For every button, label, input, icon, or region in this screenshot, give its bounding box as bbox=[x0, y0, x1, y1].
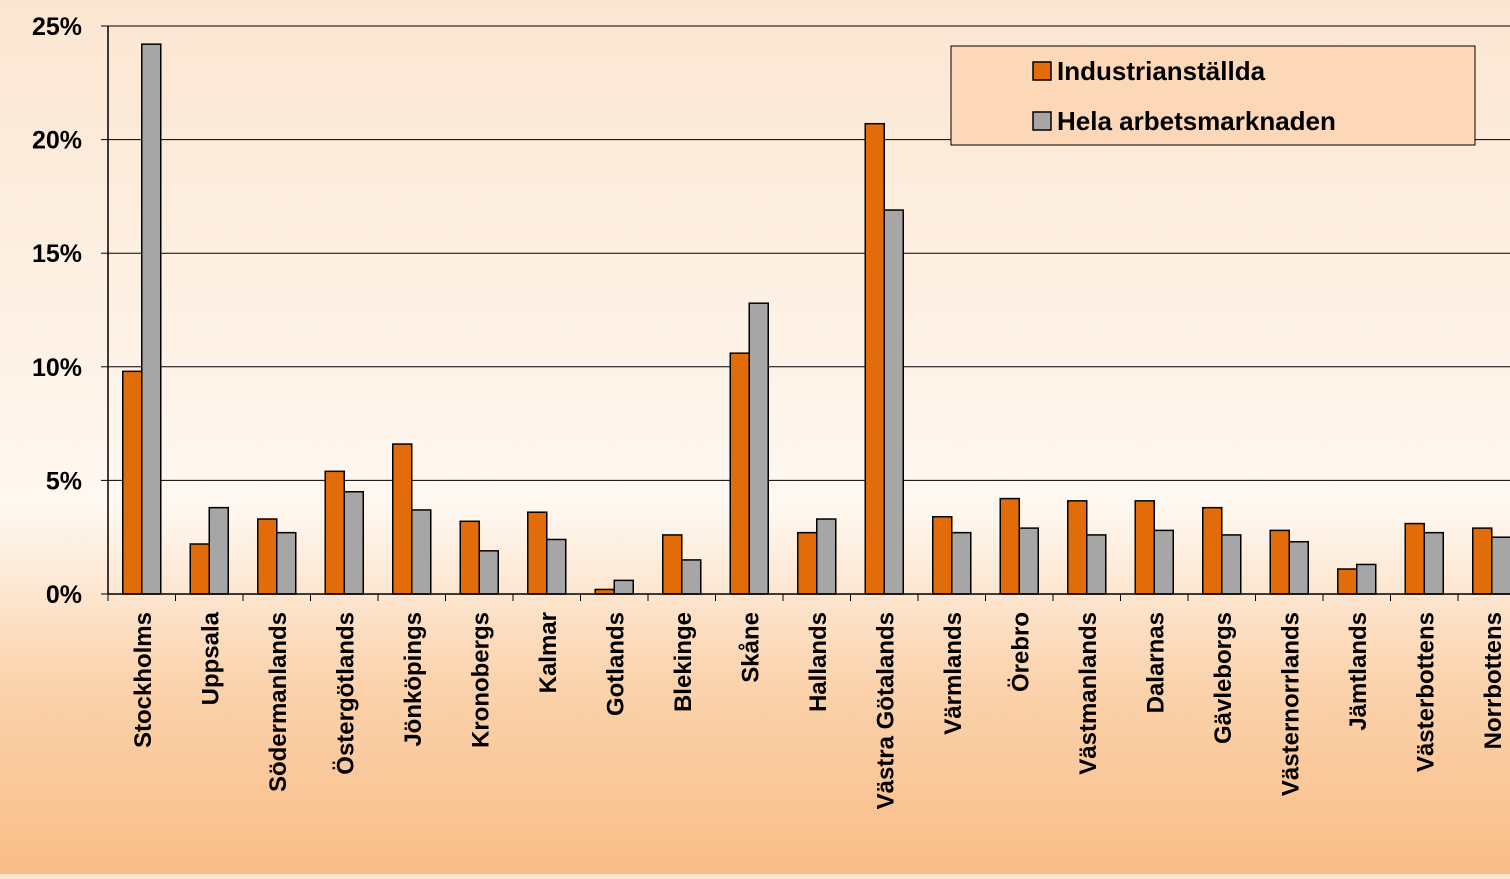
bar bbox=[932, 516, 953, 595]
bar bbox=[613, 579, 634, 595]
x-tick-label: Stockholms bbox=[130, 612, 157, 748]
bar bbox=[864, 122, 885, 595]
x-tick-label: Gotlands bbox=[602, 612, 629, 716]
bar bbox=[1269, 529, 1290, 595]
bar bbox=[1423, 531, 1444, 595]
bar bbox=[1356, 563, 1377, 595]
x-tick-label: Norrbottens bbox=[1480, 612, 1507, 749]
legend-label: Industrianställda bbox=[1057, 56, 1266, 86]
legend-swatch bbox=[1032, 61, 1052, 81]
bar bbox=[1134, 500, 1155, 595]
bar bbox=[411, 509, 432, 595]
bar bbox=[1472, 527, 1493, 595]
x-tick-label: Västerbottens bbox=[1412, 612, 1439, 772]
bar bbox=[816, 518, 837, 595]
bar bbox=[748, 302, 769, 595]
bar bbox=[1404, 522, 1425, 595]
y-tick-label: 20% bbox=[32, 127, 82, 155]
x-tick-label: Skåne bbox=[737, 612, 764, 683]
bar bbox=[208, 506, 229, 595]
bar bbox=[951, 531, 972, 595]
bar bbox=[343, 491, 364, 595]
bar bbox=[1153, 529, 1174, 595]
y-tick-label: 10% bbox=[32, 354, 82, 382]
bar bbox=[662, 534, 683, 595]
bar bbox=[999, 497, 1020, 595]
bar bbox=[546, 538, 567, 595]
bar bbox=[459, 520, 480, 595]
x-tick-label: Kalmar bbox=[535, 612, 562, 693]
bar bbox=[189, 543, 210, 595]
bar bbox=[257, 518, 278, 595]
x-tick-label: Hallands bbox=[805, 612, 832, 712]
bar bbox=[141, 43, 162, 595]
bar bbox=[122, 370, 143, 595]
bar bbox=[1086, 534, 1107, 595]
y-tick-label: 25% bbox=[32, 13, 82, 41]
bar bbox=[1202, 506, 1223, 595]
x-tick-label: Gävleborgs bbox=[1210, 612, 1237, 744]
bar bbox=[478, 550, 499, 595]
bar bbox=[681, 559, 702, 595]
y-tick-label: 5% bbox=[46, 467, 82, 495]
bar bbox=[1018, 527, 1039, 595]
x-tick-label: Örebro bbox=[1007, 612, 1034, 692]
axes bbox=[101, 25, 1510, 601]
bar bbox=[797, 531, 818, 595]
bar bbox=[1221, 534, 1242, 595]
x-tick-label: Västra Götalands bbox=[872, 612, 899, 809]
bar bbox=[883, 209, 904, 595]
legend-swatch bbox=[1032, 111, 1052, 131]
x-axis-tick-labels: Stockholms Uppsala Södermanlands Östergötla… bbox=[130, 611, 1507, 809]
bar bbox=[1288, 540, 1309, 595]
x-tick-label: Kronobergs bbox=[467, 612, 494, 748]
x-tick-label: Södermanlands bbox=[265, 612, 292, 792]
legend: Industrianställda Hela arbetsmarknaden bbox=[950, 45, 1476, 146]
legend-label: Hela arbetsmarknaden bbox=[1057, 106, 1336, 136]
y-tick-label: 0% bbox=[46, 581, 82, 609]
bar bbox=[324, 470, 345, 595]
x-tick-label: Jönköpings bbox=[400, 612, 427, 747]
x-tick-label: Västernorrlands bbox=[1277, 612, 1304, 796]
x-tick-label: Dalarnas bbox=[1142, 612, 1169, 713]
bar bbox=[527, 511, 548, 595]
bar bbox=[729, 352, 750, 595]
x-tick-label: Östergötlands bbox=[332, 612, 359, 775]
y-tick-label: 15% bbox=[32, 240, 82, 268]
y-axis-tick-labels: 0% 5% 10% 15% 20% 25% bbox=[32, 13, 82, 609]
bar bbox=[392, 443, 413, 595]
x-tick-label: Blekinge bbox=[670, 612, 697, 712]
bars bbox=[122, 43, 1510, 595]
x-tick-label: Värmlands bbox=[940, 612, 967, 735]
x-tick-label: Uppsala bbox=[197, 611, 224, 705]
bar bbox=[1337, 568, 1358, 595]
bar bbox=[1491, 536, 1510, 595]
bar bbox=[276, 531, 297, 595]
x-tick-label: Västmanlands bbox=[1075, 612, 1102, 775]
x-tick-label: Jämtlands bbox=[1345, 612, 1372, 731]
bar bbox=[1067, 500, 1088, 595]
